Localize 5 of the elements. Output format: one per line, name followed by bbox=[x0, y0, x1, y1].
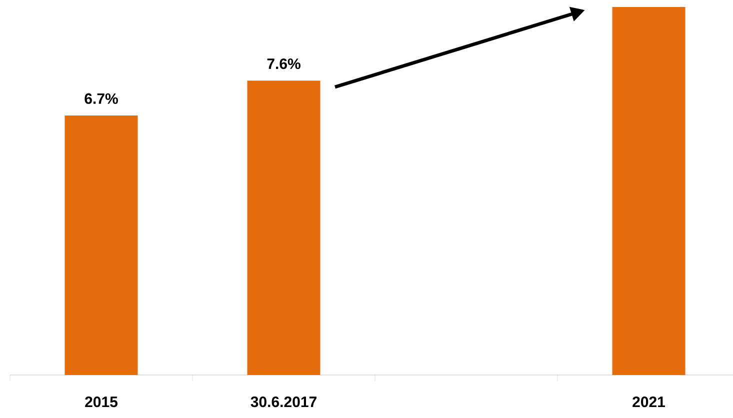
x-tick-label: 2021 bbox=[632, 396, 666, 408]
data-label: 6.7% bbox=[84, 93, 118, 104]
x-tick-label: 2015 bbox=[85, 396, 118, 408]
data-label: 7.6% bbox=[267, 58, 300, 70]
x-tick-label: 30.6.2017 bbox=[250, 396, 316, 408]
